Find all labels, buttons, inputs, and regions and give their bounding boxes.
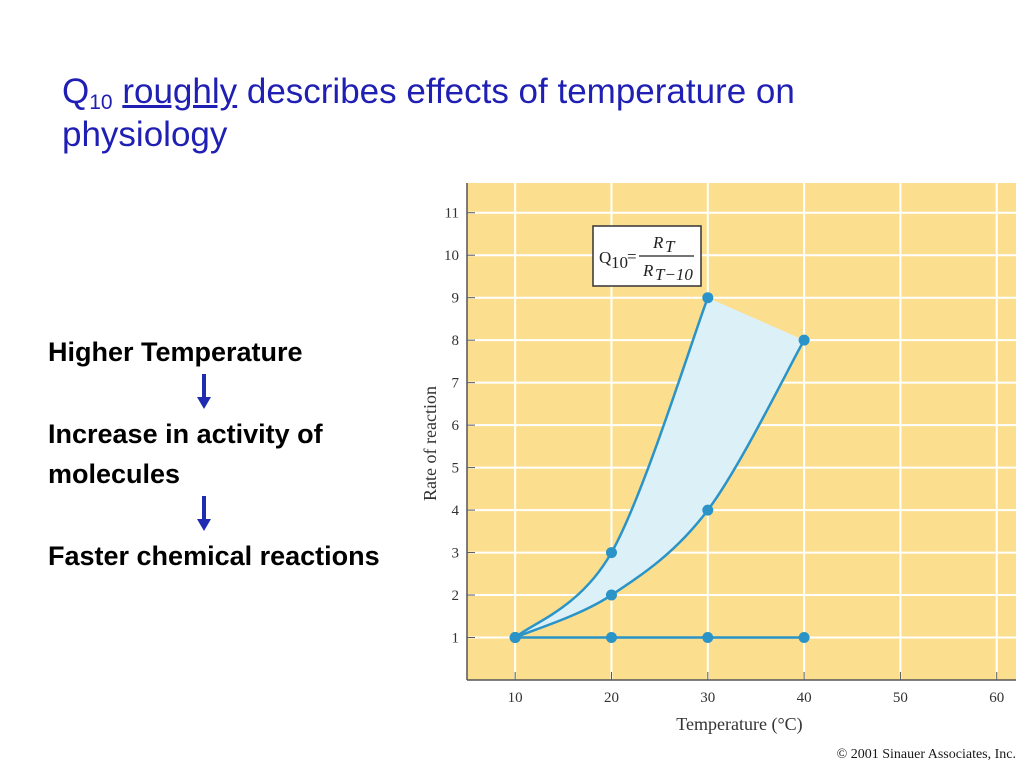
y-tick-label: 7 <box>452 376 460 392</box>
data-point <box>702 504 714 516</box>
y-tick-label: 1 <box>452 631 460 647</box>
step-higher-temperature: Higher Temperature <box>48 337 303 367</box>
x-tick-label: 30 <box>700 690 715 706</box>
y-tick-label: 4 <box>452 503 460 519</box>
formula-equals: = <box>627 247 637 266</box>
title-subscript: 10 <box>89 91 113 114</box>
y-tick-label: 10 <box>444 248 459 264</box>
y-tick-label: 8 <box>452 333 460 349</box>
y-tick-label: 9 <box>452 291 460 307</box>
data-point <box>509 632 521 644</box>
y-tick-label: 5 <box>452 461 460 477</box>
data-point <box>702 632 714 644</box>
down-arrow-icon <box>48 494 408 536</box>
y-tick-label: 2 <box>452 588 460 604</box>
data-point <box>702 292 714 304</box>
slide-title: Q10 roughly describes effects of tempera… <box>62 70 962 156</box>
x-tick-label: 60 <box>989 690 1004 706</box>
formula-denominator-subscript: T−10 <box>655 265 693 284</box>
copyright-credit: © 2001 Sinauer Associates, Inc. <box>836 747 1016 762</box>
x-tick-label: 40 <box>797 690 812 706</box>
data-point <box>798 632 810 644</box>
formula-numerator: R <box>652 233 664 252</box>
title-underlined-word: roughly <box>122 72 238 111</box>
shaded-q10-region <box>515 297 805 638</box>
title-q: Q <box>62 72 90 111</box>
data-point <box>605 589 617 601</box>
y-tick-label: 3 <box>452 546 460 562</box>
formula-denominator: R <box>642 261 654 280</box>
formula-numerator-subscript: T <box>665 237 676 256</box>
cause-effect-list: Higher Temperature Increase in activity … <box>48 332 408 576</box>
series-line <box>514 339 806 639</box>
y-tick-label: 11 <box>445 206 459 222</box>
formula-lhs: Q <box>599 248 611 267</box>
title-rest: describes effects of temperature on phys… <box>62 72 795 154</box>
formula-lhs-subscript: 10 <box>611 253 628 272</box>
y-axis-label: Rate of reaction <box>420 386 440 501</box>
data-point <box>605 632 617 644</box>
x-tick-label: 10 <box>508 690 523 706</box>
y-tick-label: 6 <box>452 418 460 434</box>
data-point <box>798 334 810 346</box>
step-increase-activity: Increase in activity of molecules <box>48 419 323 489</box>
x-tick-label: 50 <box>893 690 908 706</box>
down-arrow-icon <box>48 372 408 414</box>
x-tick-label: 20 <box>604 690 619 706</box>
x-axis-label: Temperature (°C) <box>676 714 802 735</box>
step-faster-reactions: Faster chemical reactions <box>48 541 380 571</box>
data-point <box>605 547 617 559</box>
series-line <box>514 297 709 639</box>
